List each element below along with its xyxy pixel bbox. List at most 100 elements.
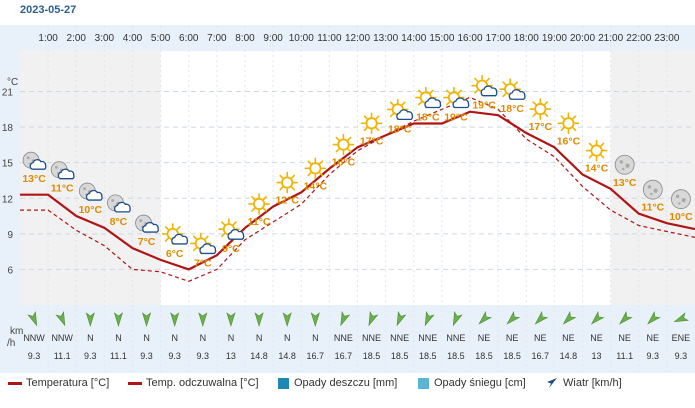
wind-direction-arrow [452,310,463,327]
hour-label: 9:00 [263,33,283,44]
sun-icon [585,139,608,162]
wind-speed-label: 9.3 [84,351,97,361]
wind-direction-arrow [340,310,351,327]
temperature-point-label: 7°C [138,236,156,248]
hour-label: 20:00 [570,33,595,44]
temperature-point-label: 10°C [669,211,693,223]
wind-direction-arrow [170,312,180,328]
y-tick-label: 9 [7,230,13,241]
hour-label: 1:00 [38,33,58,44]
series-lines [20,96,695,282]
wind-direction-label: N [171,333,178,343]
hour-labels: 1:00 2:00 3:00 4:00 5:00 6:00 7:00 8:00 9:00 10:0… [38,33,679,44]
wind-speed-label: 14.8 [250,351,268,361]
hour-label: 23:00 [654,33,679,44]
wind-speed-label: 18.5 [475,351,493,361]
wind-direction-arrow [198,312,208,328]
hour-label: 6:00 [179,33,199,44]
sun-icon [276,171,298,194]
wind-speed-label: 9.3 [647,351,660,361]
wind-direction-label: NE [647,333,660,343]
feels-like-line [20,96,695,282]
left-axis-band [0,25,20,373]
y-tick-label: 15 [2,159,14,170]
legend-rain[interactable]: Opady deszczu [mm] [278,377,397,389]
wind-direction-arrow [647,310,661,325]
temperature-point-label: 18°C [500,103,524,115]
legend-temperature[interactable]: Temperatura [°C] [8,377,109,389]
hour-label: 21:00 [598,33,623,44]
legend-snow[interactable]: Opady śniegu [cm] [418,377,526,389]
sun-cloud-icon [190,232,217,255]
wind-unit-bottom: /h [7,338,15,349]
night-band-morning [20,50,161,305]
y-tick-label: 18 [2,123,14,134]
hour-label: 16:00 [457,33,482,44]
hour-label: 13:00 [373,33,398,44]
sun-icon [332,133,355,156]
wind-direction-label: NE [590,333,603,343]
temperature-point-label: 8°C [110,216,128,228]
moon-cloud-icon [107,194,131,213]
y-tick-label: 21 [2,88,14,99]
hour-label: 18:00 [514,33,539,44]
temperature-point-label: 12°C [275,195,299,207]
sun-cloud-icon [443,86,470,109]
wind-speed-label: 18.5 [363,351,381,361]
wind-direction-arrow [590,310,605,325]
moon-icon [614,154,635,175]
sun-icon [360,112,383,135]
wind-speed-label: 18.5 [391,351,409,361]
wind-speed-label: 11.1 [54,351,71,361]
hour-label: 17:00 [486,33,511,44]
wind-direction-arrow [282,312,292,328]
wind-direction-label: N [115,333,122,343]
wind-direction-arrow [506,310,521,325]
sun-cloud-icon [415,86,442,109]
temperature-point-label: 9°C [222,243,240,255]
sun-cloud-icon [218,218,245,240]
wind-direction-label: NE [562,333,575,343]
legend-feels-like[interactable]: Temp. odczuwalna [°C] [128,377,259,389]
legend-snow-swatch [418,377,429,389]
wind-direction-arrow [27,310,38,327]
temperature-point-label: 16°C [332,157,356,169]
wind-speed-label: 11.1 [616,351,633,361]
sun-icon [304,157,327,180]
wind-direction-label: NE [478,333,491,343]
legend-wind[interactable]: Wiatr [km/h] [546,377,622,389]
temperature-chart: 1:00 2:00 3:00 4:00 5:00 6:00 7:00 8:00 9:00 10:0… [0,25,695,373]
temperature-point-label: 11°C [248,216,271,228]
legend-temperature-label: Temperatura [°C] [26,377,110,389]
wind-direction-arrow [424,310,435,327]
hour-label: 8:00 [235,33,255,44]
legend-temperature-swatch [8,381,22,385]
legend-rain-swatch [278,377,289,389]
temperature-point-label: 18°C [416,112,440,124]
moon-cloud-icon [50,161,75,180]
temperature-point-label: 7°C [194,257,212,269]
moon-cloud-icon [22,151,47,170]
temperature-point-label: 11°C [51,183,74,195]
wind-row: NNW 9.3 NNW 11.1 N 9.3 N 11.1 N 9.3 N 9.3 N 9.3 N 13 N 14… [23,310,691,361]
temperature-point-label: 11°C [641,202,664,214]
sun-cloud-icon [499,78,526,101]
sun-icon [529,98,552,120]
temperature-labels: 13°C 11°C 10°C 8°C 7°C 6°C 7°C 9°C 11°C 12°C 14°C 1… [22,100,693,270]
temperature-point-label: 19°C [444,112,468,124]
wind-direction-label: N [228,333,235,343]
hour-label: 4:00 [123,33,143,44]
y-axis-ticks: 6 9 12 15 18 21 [2,88,14,277]
sun-cloud-icon [161,223,189,245]
wind-direction-label: NNE [418,333,437,343]
wind-direction-label: N [312,333,319,343]
hour-label: 12:00 [345,33,370,44]
hour-label: 15:00 [429,33,454,44]
hour-label: 11:00 [317,33,342,44]
moon-icon [642,179,663,200]
wind-speed-label: 13 [226,351,236,361]
wind-direction-label: N [284,333,291,343]
wind-direction-label: ENE [672,333,691,343]
wind-direction-label: NNE [334,333,353,343]
